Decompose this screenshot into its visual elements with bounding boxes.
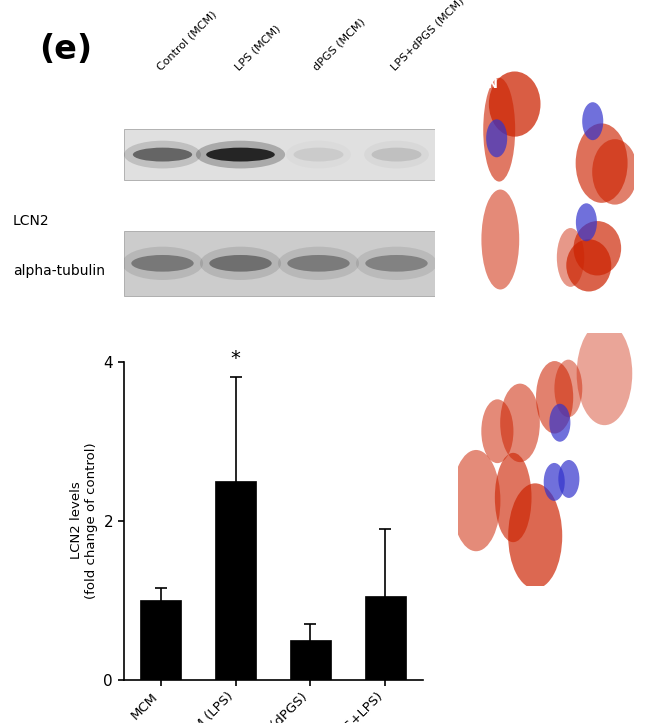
Ellipse shape xyxy=(511,209,544,291)
Ellipse shape xyxy=(131,255,194,272)
Text: alpha-tubulin: alpha-tubulin xyxy=(13,264,105,278)
FancyBboxPatch shape xyxy=(124,129,436,180)
Ellipse shape xyxy=(122,247,203,280)
Ellipse shape xyxy=(521,438,551,512)
Ellipse shape xyxy=(133,147,192,161)
Ellipse shape xyxy=(560,322,603,401)
Ellipse shape xyxy=(209,255,272,272)
Ellipse shape xyxy=(506,325,554,412)
Text: LCN2: LCN2 xyxy=(13,213,49,228)
Text: LPS+dPGS (MCM): LPS+dPGS (MCM) xyxy=(389,0,466,72)
Ellipse shape xyxy=(566,385,586,423)
Ellipse shape xyxy=(572,493,593,531)
Text: MCN: MCN xyxy=(467,345,499,358)
Ellipse shape xyxy=(463,135,493,194)
Ellipse shape xyxy=(278,247,359,280)
Ellipse shape xyxy=(582,157,622,215)
Text: *: * xyxy=(231,349,240,368)
Bar xyxy=(215,481,256,680)
Ellipse shape xyxy=(558,345,592,422)
Y-axis label: LCN2 levels
(fold change of control): LCN2 levels (fold change of control) xyxy=(70,442,98,599)
Ellipse shape xyxy=(513,233,562,296)
Ellipse shape xyxy=(471,435,529,540)
Text: LPS (MCM): LPS (MCM) xyxy=(233,23,283,72)
Ellipse shape xyxy=(582,405,603,443)
Ellipse shape xyxy=(196,141,285,168)
Bar xyxy=(140,600,181,680)
FancyBboxPatch shape xyxy=(124,231,436,296)
Ellipse shape xyxy=(469,220,516,324)
Ellipse shape xyxy=(287,255,350,272)
Text: Control (MCM): Control (MCM) xyxy=(155,9,218,72)
Ellipse shape xyxy=(365,255,428,272)
Text: MCN: MCN xyxy=(467,77,499,90)
Ellipse shape xyxy=(372,147,421,161)
Ellipse shape xyxy=(532,499,577,604)
Ellipse shape xyxy=(294,147,343,161)
Ellipse shape xyxy=(356,247,437,280)
Ellipse shape xyxy=(462,511,499,581)
Bar xyxy=(365,596,406,680)
Ellipse shape xyxy=(124,141,201,168)
Ellipse shape xyxy=(206,147,275,161)
Ellipse shape xyxy=(556,215,601,296)
Bar xyxy=(290,640,331,680)
Ellipse shape xyxy=(515,86,555,200)
Text: (e): (e) xyxy=(39,33,92,66)
Ellipse shape xyxy=(541,332,592,386)
Ellipse shape xyxy=(495,218,516,256)
Ellipse shape xyxy=(502,238,523,276)
Ellipse shape xyxy=(558,191,616,274)
Ellipse shape xyxy=(200,247,281,280)
Text: dPGS (MCM): dPGS (MCM) xyxy=(311,17,367,72)
Ellipse shape xyxy=(543,207,564,245)
